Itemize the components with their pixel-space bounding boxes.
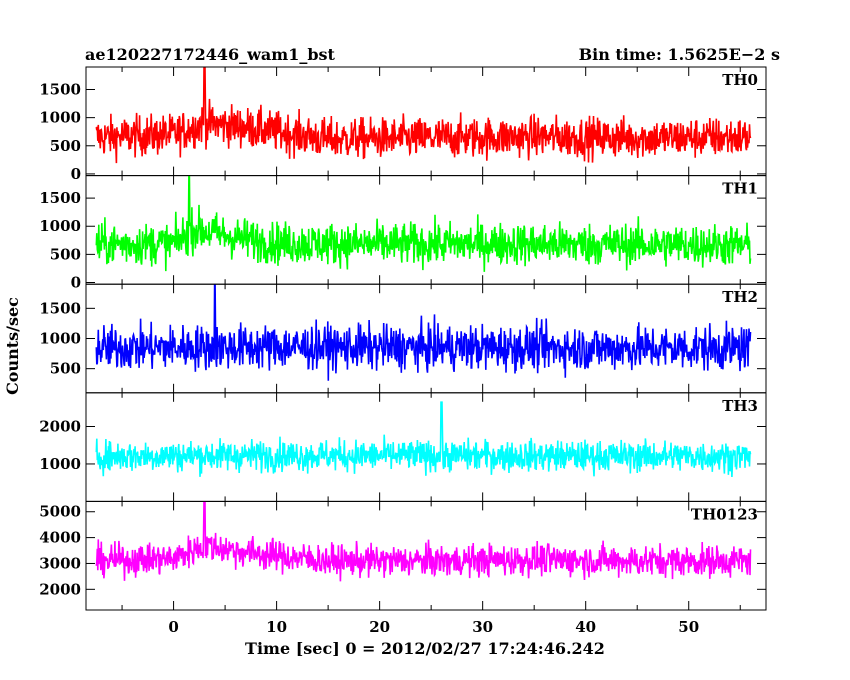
y-tick-label: 0 [71, 165, 81, 183]
y-tick-label: 2000 [39, 580, 81, 598]
panel-name-label: TH0123 [691, 505, 758, 523]
panel-name-label: TH2 [722, 288, 758, 306]
chart-title-right: Bin time: 1.5625E−2 s [579, 45, 780, 64]
y-tick-label: 1500 [39, 81, 81, 99]
panel-name-label: TH3 [722, 397, 758, 415]
panel-name-label: TH0 [722, 71, 758, 89]
series-line-th0 [95, 67, 752, 164]
panel-th2: TH2 500 1000 1500 [39, 283, 767, 394]
y-tick-label: 500 [50, 360, 81, 378]
y-tick-label: 1000 [39, 109, 81, 127]
y-tick-label: 500 [50, 137, 81, 155]
y-tick-label: 5000 [39, 503, 81, 521]
panel-th1: TH1 0 500 1000 1500 [39, 175, 767, 292]
y-tick-label: 1500 [39, 299, 81, 317]
y-tick-label: 1000 [39, 455, 81, 473]
y-tick-label: 4000 [39, 529, 81, 547]
panel-th3: TH3 1000 2000 [39, 392, 767, 502]
y-tick-label: 0 [71, 274, 81, 292]
y-tick-label: 500 [50, 245, 81, 263]
panel-th0: TH0 0 500 1000 1500 [39, 66, 767, 183]
y-tick-label: 2000 [39, 418, 81, 436]
y-tick-label: 1000 [39, 217, 81, 235]
panel-name-label: TH1 [722, 180, 758, 198]
x-tick-labels: 0 10 20 30 40 50 [168, 618, 699, 636]
x-tick-label: 20 [369, 618, 390, 636]
panel-th0123: TH0123 2000 3000 4000 5000 [39, 500, 767, 611]
series-line-th3 [95, 401, 752, 478]
series-line-th2 [95, 284, 752, 381]
x-tick-label: 10 [266, 618, 287, 636]
series-line-th1 [95, 175, 752, 272]
y-tick-label: 3000 [39, 554, 81, 572]
x-tick-label: 40 [575, 618, 596, 636]
x-axis-label: Time [sec] 0 = 2012/02/27 17:24:46.242 [245, 639, 605, 658]
panels-group: TH0050010001500TH1050010001500TH25001000… [39, 66, 767, 636]
x-tick-label: 30 [472, 618, 493, 636]
chart-title-left: ae120227172446_wam1_bst [85, 45, 336, 64]
y-tick-label: 1500 [39, 189, 81, 207]
series-line-th0123 [95, 501, 752, 582]
y-axis-label: Counts/sec [3, 297, 22, 395]
y-tick-label: 1000 [39, 330, 81, 348]
panel-frame [85, 500, 767, 611]
x-tick-label: 0 [168, 618, 178, 636]
x-tick-label: 50 [678, 618, 699, 636]
